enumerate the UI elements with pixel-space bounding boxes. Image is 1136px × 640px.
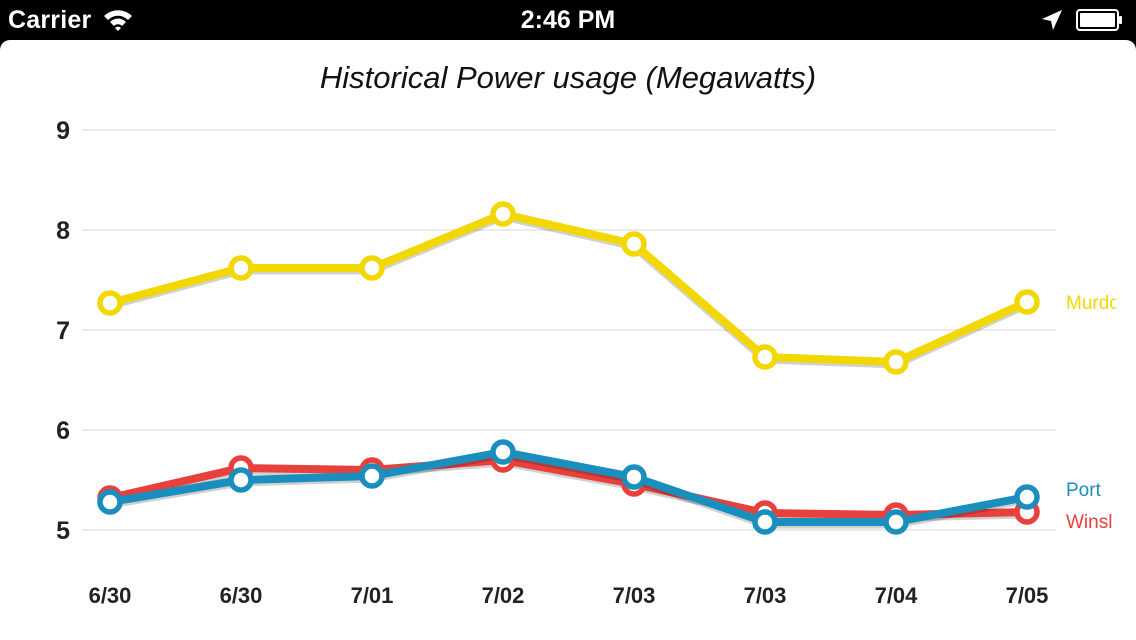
data-point-murdo xyxy=(621,231,647,257)
y-tick-label: 5 xyxy=(56,517,70,545)
x-tick-label: 7/03 xyxy=(613,583,656,608)
series-line-port xyxy=(106,448,1031,526)
series-label-murdo: Murdo xyxy=(1066,293,1120,314)
data-point-murdo xyxy=(490,201,516,227)
x-tick-label: 7/01 xyxy=(351,583,394,608)
data-point-port xyxy=(883,509,909,535)
data-point-murdo xyxy=(752,344,778,370)
y-tick-label: 8 xyxy=(56,217,70,245)
x-tick-label: 7/05 xyxy=(1006,583,1049,608)
data-point-murdo xyxy=(97,290,123,316)
status-time: 2:46 PM xyxy=(520,6,616,34)
series-label-port: Port xyxy=(1066,480,1102,501)
data-point-murdo xyxy=(228,255,254,281)
carrier-label: Carrier xyxy=(8,5,92,34)
data-point-port xyxy=(359,463,385,489)
power-usage-line-chart: 5 6 7 8 9 6/30 6/30 7/01 7/02 7/03 7/03 7/04 7/05 Mur… xyxy=(56,117,1120,608)
battery-icon xyxy=(1076,9,1122,31)
location-arrow-icon xyxy=(1042,10,1062,30)
data-point-port xyxy=(490,439,516,465)
data-point-port xyxy=(97,489,123,515)
data-point-port xyxy=(1014,484,1040,510)
app-content: Historical Power usage (Megawatts) 5 6 7 8 9… xyxy=(0,40,1136,640)
series-line-winsl xyxy=(106,456,1031,519)
data-point-murdo xyxy=(1014,289,1040,315)
data-point-port xyxy=(752,509,778,535)
x-tick-label: 7/03 xyxy=(744,583,787,608)
x-tick-label: 6/30 xyxy=(220,583,263,608)
series-label-winsl: Winsl xyxy=(1066,512,1112,533)
x-tick-label: 7/04 xyxy=(875,583,919,608)
data-point-murdo xyxy=(883,349,909,375)
data-point-port xyxy=(228,467,254,493)
status-bar: Carrier 2:46 PM xyxy=(0,0,1136,40)
x-tick-label: 6/30 xyxy=(89,583,132,608)
data-point-port xyxy=(621,464,647,490)
series-line-murdo xyxy=(106,210,1031,366)
series-shadow-murdo xyxy=(105,211,1032,369)
y-tick-label: 9 xyxy=(56,117,70,145)
chart-title: Historical Power usage (Megawatts) xyxy=(319,60,817,95)
x-tick-label: 7/02 xyxy=(482,583,525,608)
data-point-murdo xyxy=(359,255,385,281)
y-tick-label: 7 xyxy=(56,317,70,345)
y-tick-label: 6 xyxy=(56,417,70,445)
wifi-icon xyxy=(104,10,133,31)
